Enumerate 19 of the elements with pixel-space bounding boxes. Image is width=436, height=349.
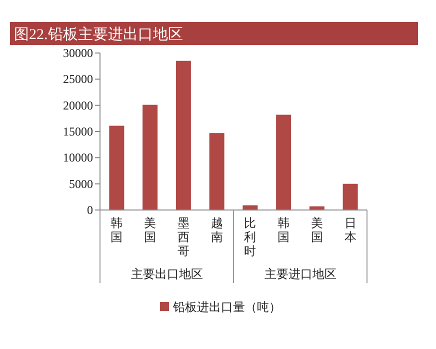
y-tick-label: 10000 [63,150,93,165]
y-tick-label: 25000 [63,72,93,86]
chart-title: 图22.铅板主要进出口地区 [14,26,183,43]
x-tick-label: 比利时 [244,216,256,258]
y-tick-label: 15000 [63,124,93,138]
x-tick-label: 美国 [310,216,323,244]
x-tick-label: 日本 [344,216,356,244]
text: 主要进口地区 [264,267,336,281]
y-tick-label: 20000 [63,98,93,112]
y-tick-label: 0 [87,203,93,217]
legend-label: 铅板进出口量（吨） [172,300,281,314]
y-tick-label: 30000 [63,46,93,60]
text: 主要出口地区 [130,267,203,281]
x-tick-label: 越南 [210,216,223,244]
x-tick-label: 墨西哥 [177,216,190,258]
x-tick-label: 韩国 [110,216,123,244]
y-tick-label: 5000 [69,176,93,191]
x-tick-label: 韩国 [278,216,290,244]
x-tick-label: 美国 [144,216,156,244]
